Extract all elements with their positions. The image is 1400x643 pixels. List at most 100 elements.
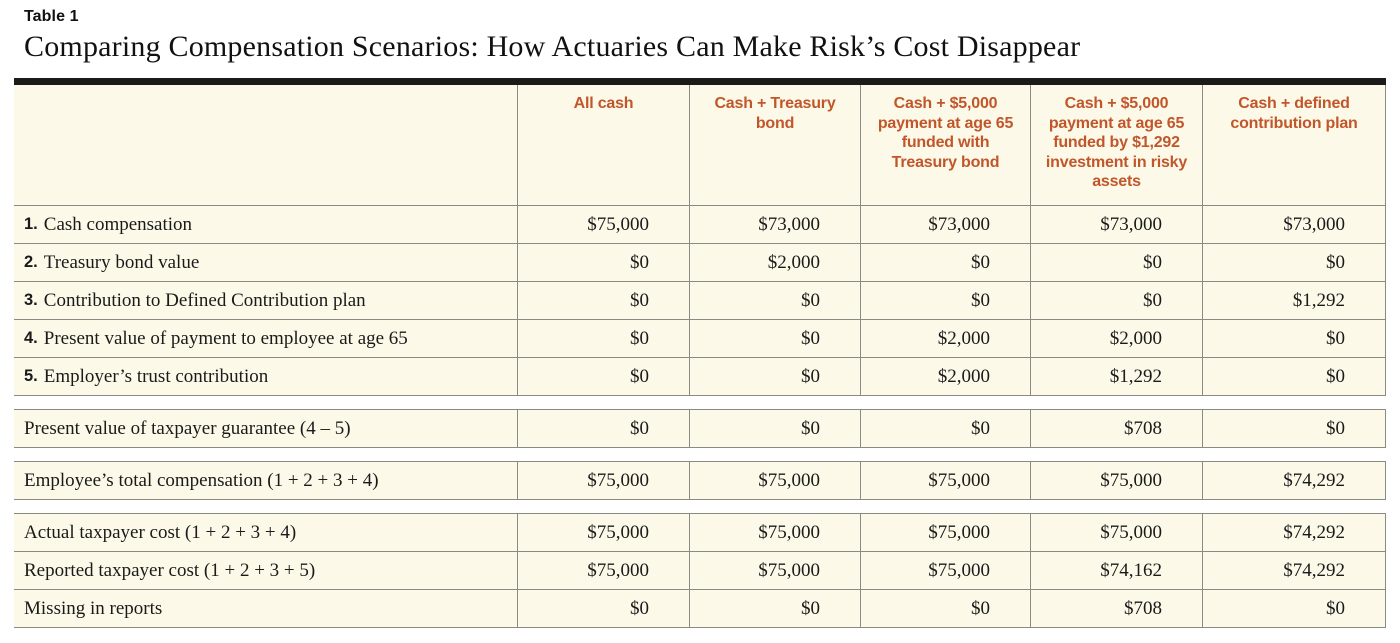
table-section-total-compensation: Employee’s total compensation (1 + 2 + 3… bbox=[14, 461, 1386, 500]
value-cell: $75,000 bbox=[1031, 462, 1203, 499]
section-gap bbox=[14, 448, 1386, 461]
row-label-cell: 5. Employer’s trust contribution bbox=[14, 358, 518, 395]
value-cell: $2,000 bbox=[690, 244, 861, 281]
value-cell: $75,000 bbox=[861, 552, 1031, 589]
value-cell: $0 bbox=[518, 358, 690, 395]
row-label: Cash compensation bbox=[43, 213, 193, 235]
value-cell: $0 bbox=[518, 282, 690, 319]
row-label-cell: Missing in reports bbox=[14, 590, 518, 627]
header-cell-empty bbox=[14, 85, 518, 205]
section-gap bbox=[14, 500, 1386, 513]
value-cell: $0 bbox=[1031, 244, 1203, 281]
value-cell: $73,000 bbox=[1203, 206, 1386, 243]
value-cell: $0 bbox=[690, 320, 861, 357]
row-label-cell: 1. Cash compensation bbox=[14, 206, 518, 243]
value-cell: $1,292 bbox=[1031, 358, 1203, 395]
table-section-taxpayer-guarantee: Present value of taxpayer guarantee (4 –… bbox=[14, 409, 1386, 448]
value-cell: $75,000 bbox=[861, 514, 1031, 551]
value-cell: $1,292 bbox=[1203, 282, 1386, 319]
comparison-table: All cash Cash + Treasury bond Cash + $5,… bbox=[14, 78, 1386, 628]
table-row: 5. Employer’s trust contribution $0 $0 $2,00… bbox=[14, 357, 1386, 395]
value-cell: $0 bbox=[861, 590, 1031, 627]
value-cell: $2,000 bbox=[1031, 320, 1203, 357]
row-label-cell: Employee’s total compensation (1 + 2 + 3… bbox=[14, 462, 518, 499]
table-row: Employee’s total compensation (1 + 2 + 3… bbox=[14, 462, 1386, 499]
value-cell: $75,000 bbox=[861, 462, 1031, 499]
table-section-main: All cash Cash + Treasury bond Cash + $5,… bbox=[14, 85, 1386, 396]
table-row: Actual taxpayer cost (1 + 2 + 3 + 4) $75,… bbox=[14, 514, 1386, 551]
row-label-cell: 4. Present value of payment to employee a… bbox=[14, 320, 518, 357]
row-label-cell: Reported taxpayer cost (1 + 2 + 3 + 5) bbox=[14, 552, 518, 589]
row-label-cell: 3. Contribution to Defined Contribution p… bbox=[14, 282, 518, 319]
value-cell: $75,000 bbox=[690, 552, 861, 589]
row-label: Actual taxpayer cost (1 + 2 + 3 + 4) bbox=[24, 521, 297, 543]
header-cell-cash-5000-risky: Cash + $5,000 payment at age 65 funded b… bbox=[1031, 85, 1203, 205]
row-label: Treasury bond value bbox=[43, 251, 200, 273]
value-cell: $0 bbox=[1203, 320, 1386, 357]
value-cell: $0 bbox=[518, 320, 690, 357]
value-cell: $74,162 bbox=[1031, 552, 1203, 589]
table-row: 2. Treasury bond value $0 $2,000 $0 $0 $0 bbox=[14, 243, 1386, 281]
value-cell: $708 bbox=[1031, 410, 1203, 447]
value-cell: $74,292 bbox=[1203, 552, 1386, 589]
value-cell: $0 bbox=[1203, 410, 1386, 447]
value-cell: $75,000 bbox=[690, 514, 861, 551]
value-cell: $75,000 bbox=[690, 462, 861, 499]
header-cell-defined-contribution: Cash + defined contribution plan bbox=[1203, 85, 1386, 205]
value-cell: $0 bbox=[690, 410, 861, 447]
table-row: 4. Present value of payment to employee a… bbox=[14, 319, 1386, 357]
table-header-row: All cash Cash + Treasury bond Cash + $5,… bbox=[14, 85, 1386, 205]
table-row: Reported taxpayer cost (1 + 2 + 3 + 5) $7… bbox=[14, 551, 1386, 589]
value-cell: $0 bbox=[1031, 282, 1203, 319]
page-title: Comparing Compensation Scenarios: How Ac… bbox=[24, 30, 1081, 63]
value-cell: $73,000 bbox=[1031, 206, 1203, 243]
table-kicker: Table 1 bbox=[24, 8, 79, 25]
value-cell: $73,000 bbox=[690, 206, 861, 243]
value-cell: $75,000 bbox=[518, 514, 690, 551]
row-number: 4. bbox=[24, 329, 38, 347]
row-number: 5. bbox=[24, 367, 38, 385]
value-cell: $0 bbox=[861, 282, 1031, 319]
value-cell: $2,000 bbox=[861, 358, 1031, 395]
value-cell: $0 bbox=[518, 590, 690, 627]
value-cell: $0 bbox=[861, 410, 1031, 447]
top-rule bbox=[14, 78, 1386, 85]
header-cell-cash-5000-treasury: Cash + $5,000 payment at age 65 funded w… bbox=[861, 85, 1031, 205]
value-cell: $0 bbox=[1203, 244, 1386, 281]
row-label: Employer’s trust contribution bbox=[43, 365, 269, 387]
section-gap bbox=[14, 396, 1386, 409]
value-cell: $0 bbox=[690, 358, 861, 395]
value-cell: $74,292 bbox=[1203, 514, 1386, 551]
value-cell: $0 bbox=[518, 244, 690, 281]
row-number: 2. bbox=[24, 253, 38, 271]
table-section-taxpayer-cost: Actual taxpayer cost (1 + 2 + 3 + 4) $75,… bbox=[14, 513, 1386, 628]
table-row: 1. Cash compensation $75,000 $73,000 $73,000… bbox=[14, 205, 1386, 243]
row-label-cell: Actual taxpayer cost (1 + 2 + 3 + 4) bbox=[14, 514, 518, 551]
row-label: Contribution to Defined Contribution pla… bbox=[43, 289, 366, 311]
value-cell: $75,000 bbox=[518, 552, 690, 589]
row-label: Present value of payment to employee at … bbox=[43, 327, 408, 349]
table-row: Missing in reports $0 $0 $0 $708 $0 bbox=[14, 589, 1386, 627]
row-label: Reported taxpayer cost (1 + 2 + 3 + 5) bbox=[24, 559, 316, 581]
row-label-cell: Present value of taxpayer guarantee (4 –… bbox=[14, 410, 518, 447]
value-cell: $75,000 bbox=[1031, 514, 1203, 551]
value-cell: $0 bbox=[861, 244, 1031, 281]
row-label: Missing in reports bbox=[24, 597, 163, 619]
value-cell: $0 bbox=[1203, 590, 1386, 627]
row-number: 1. bbox=[24, 215, 38, 233]
value-cell: $73,000 bbox=[861, 206, 1031, 243]
value-cell: $75,000 bbox=[518, 462, 690, 499]
row-label: Present value of taxpayer guarantee (4 –… bbox=[24, 417, 351, 439]
value-cell: $2,000 bbox=[861, 320, 1031, 357]
value-cell: $708 bbox=[1031, 590, 1203, 627]
value-cell: $0 bbox=[690, 590, 861, 627]
row-label-cell: 2. Treasury bond value bbox=[14, 244, 518, 281]
header-cell-cash-treasury-bond: Cash + Treasury bond bbox=[690, 85, 861, 205]
value-cell: $75,000 bbox=[518, 206, 690, 243]
value-cell: $74,292 bbox=[1203, 462, 1386, 499]
table-row: Present value of taxpayer guarantee (4 –… bbox=[14, 410, 1386, 447]
value-cell: $0 bbox=[690, 282, 861, 319]
value-cell: $0 bbox=[518, 410, 690, 447]
row-label: Employee’s total compensation (1 + 2 + 3… bbox=[24, 469, 379, 491]
